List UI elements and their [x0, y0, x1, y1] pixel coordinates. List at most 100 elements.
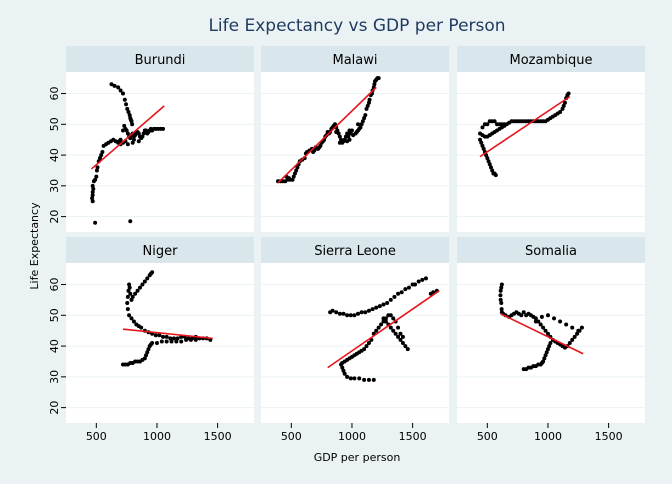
data-point: [521, 367, 526, 372]
data-point: [562, 100, 567, 105]
data-point: [493, 173, 498, 178]
x-tick-label: 1000: [534, 430, 562, 443]
data-point: [403, 344, 408, 349]
data-point: [545, 331, 550, 336]
plot-area: [261, 263, 449, 423]
data-point: [140, 134, 145, 139]
data-point: [543, 328, 548, 333]
data-point: [498, 293, 503, 298]
data-point: [544, 350, 549, 355]
x-tick-label: 500: [86, 430, 107, 443]
x-tick-label: 1500: [595, 430, 623, 443]
data-point: [112, 83, 117, 88]
data-point: [538, 322, 543, 327]
data-point: [125, 294, 130, 299]
data-point: [543, 353, 548, 358]
data-point: [144, 353, 149, 358]
data-point: [127, 313, 132, 318]
data-point: [125, 131, 130, 136]
data-point: [147, 344, 152, 349]
y-axis-label: Life Expectancy: [28, 202, 41, 290]
data-point: [579, 325, 584, 330]
data-point: [171, 336, 176, 341]
data-point: [337, 134, 342, 139]
fit-line: [479, 95, 571, 158]
data-point: [488, 165, 493, 170]
data-point: [391, 328, 396, 333]
data-point: [141, 131, 146, 136]
fit-line: [122, 328, 213, 340]
data-point: [359, 122, 364, 127]
data-point: [502, 122, 507, 127]
plot-area: [66, 263, 254, 423]
data-point: [339, 137, 344, 142]
data-point: [179, 339, 184, 344]
data-point: [539, 314, 544, 319]
data-point: [135, 288, 140, 293]
data-point: [337, 311, 342, 316]
data-point: [533, 319, 538, 324]
data-point: [365, 103, 370, 108]
data-point: [360, 119, 365, 124]
data-point: [565, 93, 570, 98]
y-tick-label: 50: [48, 117, 61, 131]
data-point: [339, 362, 344, 367]
data-point: [373, 79, 378, 84]
data-point: [90, 190, 95, 194]
data-point: [347, 137, 352, 142]
data-point: [374, 328, 379, 333]
data-point: [153, 333, 158, 338]
data-point: [125, 301, 130, 305]
data-point: [499, 282, 504, 287]
data-point: [90, 193, 95, 198]
data-point: [136, 139, 141, 144]
data-point: [139, 325, 144, 330]
fit-line: [327, 290, 440, 369]
panel-title: Mozambique: [510, 53, 593, 68]
data-point: [137, 285, 142, 290]
panel-strip: [457, 237, 645, 263]
y-tick-label: 30: [48, 179, 61, 193]
panel-strip: [261, 46, 449, 72]
y-tick-label: 20: [48, 401, 61, 415]
data-point: [403, 287, 408, 292]
data-point: [396, 334, 401, 339]
data-point: [364, 344, 369, 349]
data-point: [341, 311, 346, 316]
data-point: [174, 339, 179, 344]
chart-title: Life Expectancy vs GDP per Person: [208, 16, 505, 36]
data-point: [130, 122, 135, 127]
data-point: [101, 143, 106, 148]
data-point: [193, 337, 198, 342]
data-point: [124, 128, 129, 133]
data-point: [126, 110, 131, 114]
data-point: [164, 339, 169, 344]
data-point: [128, 291, 133, 296]
data-point: [376, 325, 381, 330]
data-point: [371, 377, 376, 382]
data-point: [367, 97, 372, 102]
y-tick-label: 60: [48, 278, 61, 292]
data-point: [343, 134, 348, 139]
data-point: [121, 91, 126, 96]
panel-title: Somalia: [525, 244, 577, 259]
data-point: [129, 119, 134, 124]
panel-somalia: Somalia 500 1000 1500: [457, 237, 645, 443]
data-point: [136, 131, 141, 136]
data-point: [91, 179, 96, 184]
data-point: [295, 165, 300, 170]
data-point: [352, 313, 357, 318]
data-point: [377, 304, 382, 309]
data-point: [366, 341, 371, 345]
y-tick-label: 40: [48, 148, 61, 162]
data-point: [341, 368, 346, 373]
data-point: [379, 322, 384, 327]
data-point: [416, 279, 421, 284]
data-point: [131, 319, 136, 324]
data-point: [164, 334, 169, 339]
data-point: [485, 156, 490, 161]
data-point: [478, 137, 483, 142]
data-point: [533, 316, 538, 321]
data-point: [161, 126, 166, 131]
data-point: [400, 341, 405, 345]
